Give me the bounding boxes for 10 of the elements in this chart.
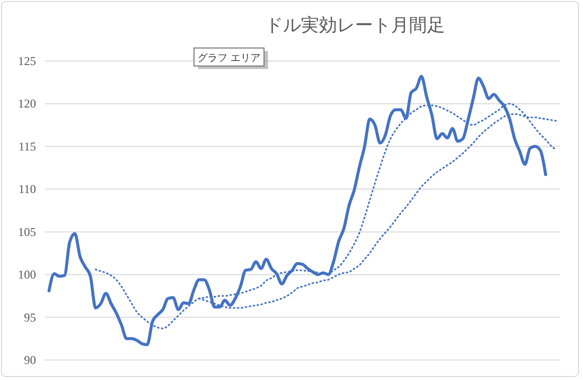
y-tick-label: 115	[18, 139, 36, 154]
y-tick-label: 125	[18, 54, 36, 68]
annotation: グラフ エリア	[197, 53, 261, 64]
y-tick-label: 105	[18, 224, 36, 239]
chart-title: ドル実効レート月間足	[265, 15, 445, 35]
y-tick-label: 90	[24, 353, 36, 367]
y-tick-label: 120	[18, 96, 36, 111]
y-tick-label: 95	[24, 310, 36, 324]
y-tick-label: 110	[18, 182, 36, 196]
y-tick-label: 100	[18, 268, 36, 282]
